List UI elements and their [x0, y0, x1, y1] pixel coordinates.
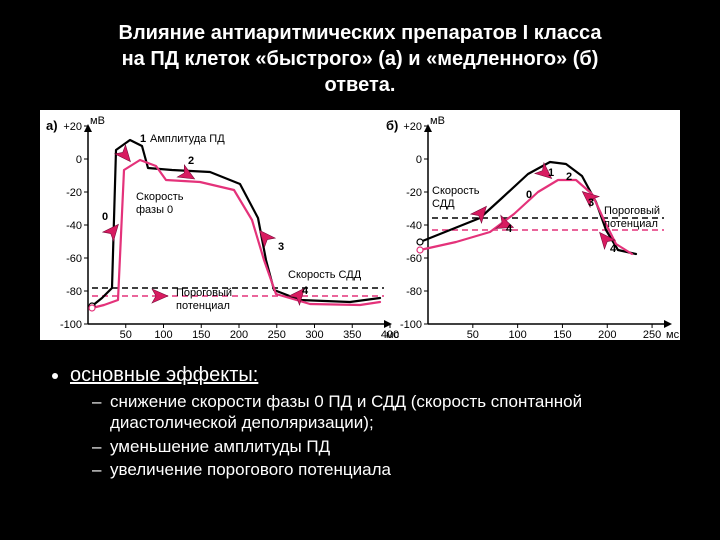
svg-text:-40: -40	[66, 220, 82, 232]
sub-bullet-1: снижение скорости фазы 0 ПД и СДД (скоро…	[110, 391, 680, 434]
svg-text:50: 50	[467, 329, 479, 340]
svg-text:250: 250	[643, 329, 661, 340]
svg-text:потенциал: потенциал	[604, 218, 658, 230]
svg-text:150: 150	[553, 329, 571, 340]
svg-text:4: 4	[610, 243, 617, 255]
svg-text:Скорость СДД: Скорость СДД	[288, 269, 362, 281]
svg-text:350: 350	[343, 329, 361, 340]
svg-text:б): б)	[386, 118, 398, 133]
svg-text:-80: -80	[66, 286, 82, 298]
svg-text:фазы 0: фазы 0	[136, 204, 173, 216]
title-line-2: на ПД клеток «быстрого» (а) и «медленног…	[122, 48, 599, 70]
svg-text:Скорость: Скорость	[432, 185, 480, 197]
svg-text:150: 150	[192, 329, 210, 340]
svg-text:3: 3	[278, 241, 284, 253]
svg-text:потенциал: потенциал	[176, 300, 230, 312]
svg-text:-100: -100	[400, 319, 422, 331]
svg-text:2: 2	[566, 171, 572, 183]
svg-text:200: 200	[598, 329, 616, 340]
svg-text:-80: -80	[406, 286, 422, 298]
svg-text:300: 300	[305, 329, 323, 340]
charts-panel: а)мВ+200-20-40-60-80-1005010015020025030…	[40, 110, 680, 340]
title-line-1: Влияние антиаритмических препаратов I кл…	[119, 22, 602, 44]
svg-text:мс: мс	[666, 329, 680, 340]
svg-text:0: 0	[76, 154, 82, 166]
svg-text:50: 50	[120, 329, 132, 340]
slide-title: Влияние антиаритмических препаратов I кл…	[40, 20, 680, 98]
svg-text:мВ: мВ	[430, 115, 445, 127]
chart-b: б) мВ +20 0 -20 -40 -60 -80 -100 50 100 150 200 250 мс…	[380, 110, 680, 340]
svg-text:Пороговый: Пороговый	[604, 205, 660, 217]
svg-text:Амплитуда ПД: Амплитуда ПД	[150, 133, 225, 145]
svg-text:1: 1	[140, 133, 146, 145]
svg-text:2: 2	[188, 155, 194, 167]
bullet-list: основные эффекты: снижение скорости фазы…	[40, 364, 680, 480]
svg-text:+20: +20	[403, 121, 422, 133]
chart-a: а)мВ+200-20-40-60-80-1005010015020025030…	[40, 110, 400, 340]
sub-bullet-3: увеличение порогового потенциала	[110, 459, 680, 480]
svg-text:0: 0	[526, 189, 532, 201]
svg-text:4: 4	[302, 285, 309, 297]
svg-text:-20: -20	[406, 187, 422, 199]
sub-list: снижение скорости фазы 0 ПД и СДД (скоро…	[70, 391, 680, 480]
svg-text:100: 100	[508, 329, 526, 340]
svg-text:250: 250	[268, 329, 286, 340]
svg-text:4: 4	[506, 223, 513, 235]
svg-text:+20: +20	[63, 121, 82, 133]
svg-text:3: 3	[588, 197, 594, 209]
svg-text:1: 1	[548, 167, 554, 179]
svg-text:а): а)	[46, 118, 58, 133]
sub-bullet-2: уменьшение амплитуды ПД	[110, 436, 680, 457]
svg-text:100: 100	[154, 329, 172, 340]
main-bullet: основные эффекты: снижение скорости фазы…	[70, 364, 680, 480]
svg-text:Пороговый: Пороговый	[176, 287, 232, 299]
svg-text:0: 0	[416, 154, 422, 166]
title-line-3: ответа.	[325, 74, 396, 96]
main-bullet-text: основные эффекты:	[70, 364, 258, 386]
svg-text:-60: -60	[66, 253, 82, 265]
svg-text:-40: -40	[406, 220, 422, 232]
svg-text:Скорость: Скорость	[136, 191, 184, 203]
svg-text:200: 200	[230, 329, 248, 340]
svg-text:-100: -100	[60, 319, 82, 331]
svg-text:-60: -60	[406, 253, 422, 265]
svg-text:СДД: СДД	[432, 198, 455, 210]
svg-text:мВ: мВ	[90, 115, 105, 127]
svg-text:0: 0	[102, 211, 108, 223]
svg-text:-20: -20	[66, 187, 82, 199]
